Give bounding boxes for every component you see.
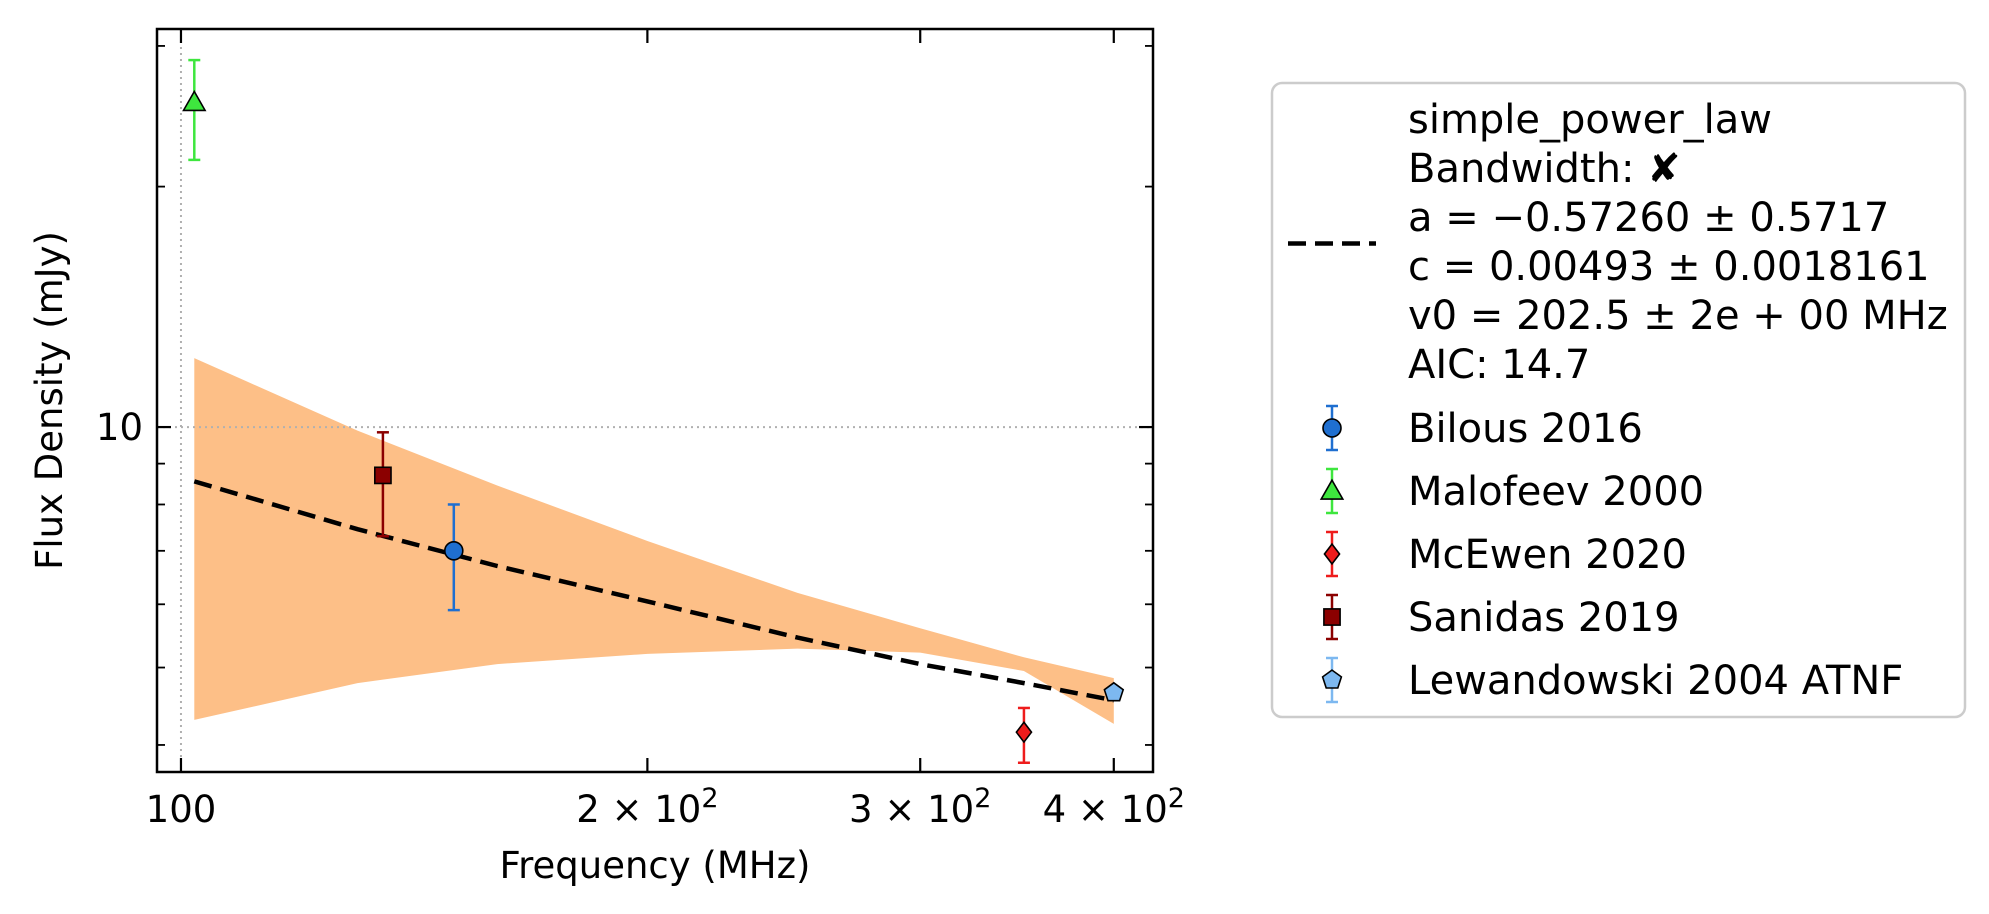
legend-fit-text-line-2: a = −0.57260 ± 0.5717: [1408, 195, 1889, 241]
legend-marker-1: [1319, 478, 1345, 500]
legend-fit-text-line-5: AIC: 14.7: [1408, 342, 1590, 388]
data-point-series-4-point-0: [1103, 681, 1125, 702]
legend-label-3: Sanidas 2019: [1408, 595, 1680, 641]
x-tick-label-3: 4 × 102: [1043, 783, 1185, 831]
legend-fit-text-line-3: c = 0.00493 ± 0.0018161: [1408, 244, 1930, 290]
axes: 100 2 × 102 3 × 102 4 × 102 10: [96, 27, 1185, 831]
y-tick-label-0: 10: [96, 406, 143, 449]
legend-label-0: Bilous 2016: [1408, 406, 1643, 452]
data-point-series-1-point-0: [182, 89, 207, 112]
legend-label-4: Lewandowski 2004 ATNF: [1408, 658, 1903, 704]
y-axis-label: Flux Density (mJy): [28, 231, 71, 570]
legend-label-2: McEwen 2020: [1408, 532, 1687, 578]
legend-marker-4: [1321, 669, 1343, 689]
legend-fit-text-line-4: v0 = 202.5 ± 2e + 00 MHz: [1408, 293, 1948, 339]
legend-label-1: Malofeev 2000: [1408, 469, 1704, 515]
x-axis-label: Frequency (MHz): [500, 844, 811, 887]
fit-confidence-band: [194, 358, 1114, 724]
plot-area: [157, 29, 1153, 772]
legend-marker-0: [1322, 418, 1342, 438]
x-tick-label-0: 100: [146, 788, 217, 831]
plot-frame: [155, 27, 1155, 774]
data-point-series-0-point-0: [444, 541, 464, 561]
legend-fit-text-line-0: simple_power_law: [1408, 97, 1772, 143]
legend-fit-text-line-1: Bandwidth: ✘: [1408, 146, 1681, 192]
x-tick-label-2: 3 × 102: [849, 783, 991, 831]
data-point-series-3-point-0: [374, 466, 392, 485]
legend-marker-3: [1323, 608, 1341, 626]
legend-box: [1270, 81, 1967, 719]
data-point-series-2-point-0: [1015, 720, 1033, 744]
legend-marker-2: [1323, 542, 1341, 566]
x-tick-label-1: 2 × 102: [576, 783, 718, 831]
